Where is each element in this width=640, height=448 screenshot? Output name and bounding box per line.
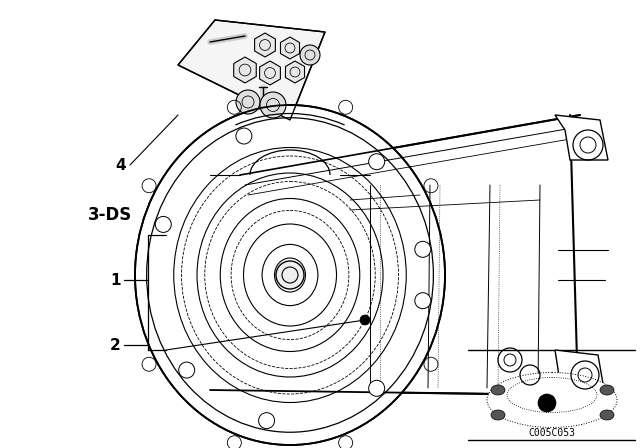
Polygon shape [555, 115, 608, 160]
Polygon shape [555, 350, 605, 395]
Circle shape [259, 413, 275, 429]
Circle shape [369, 154, 385, 170]
Circle shape [369, 380, 385, 396]
Text: 1: 1 [110, 272, 120, 288]
Polygon shape [260, 61, 280, 85]
Circle shape [538, 394, 556, 412]
Circle shape [179, 362, 195, 378]
Circle shape [156, 216, 172, 233]
Polygon shape [234, 57, 256, 83]
Ellipse shape [276, 261, 304, 289]
Text: 2: 2 [110, 337, 121, 353]
Polygon shape [280, 37, 300, 59]
Ellipse shape [491, 385, 505, 395]
Ellipse shape [600, 410, 614, 420]
Circle shape [415, 293, 431, 309]
Ellipse shape [600, 385, 614, 395]
Ellipse shape [487, 372, 617, 427]
Text: 3-DS: 3-DS [88, 206, 132, 224]
Circle shape [260, 92, 286, 118]
Polygon shape [255, 33, 275, 57]
Circle shape [236, 90, 260, 114]
Polygon shape [178, 20, 325, 120]
Polygon shape [285, 61, 305, 83]
Ellipse shape [135, 105, 445, 445]
Circle shape [415, 241, 431, 257]
Text: 4: 4 [115, 158, 125, 172]
Circle shape [300, 45, 320, 65]
Circle shape [360, 315, 370, 325]
Ellipse shape [491, 410, 505, 420]
Text: C005C053: C005C053 [529, 428, 575, 438]
Circle shape [236, 128, 252, 144]
